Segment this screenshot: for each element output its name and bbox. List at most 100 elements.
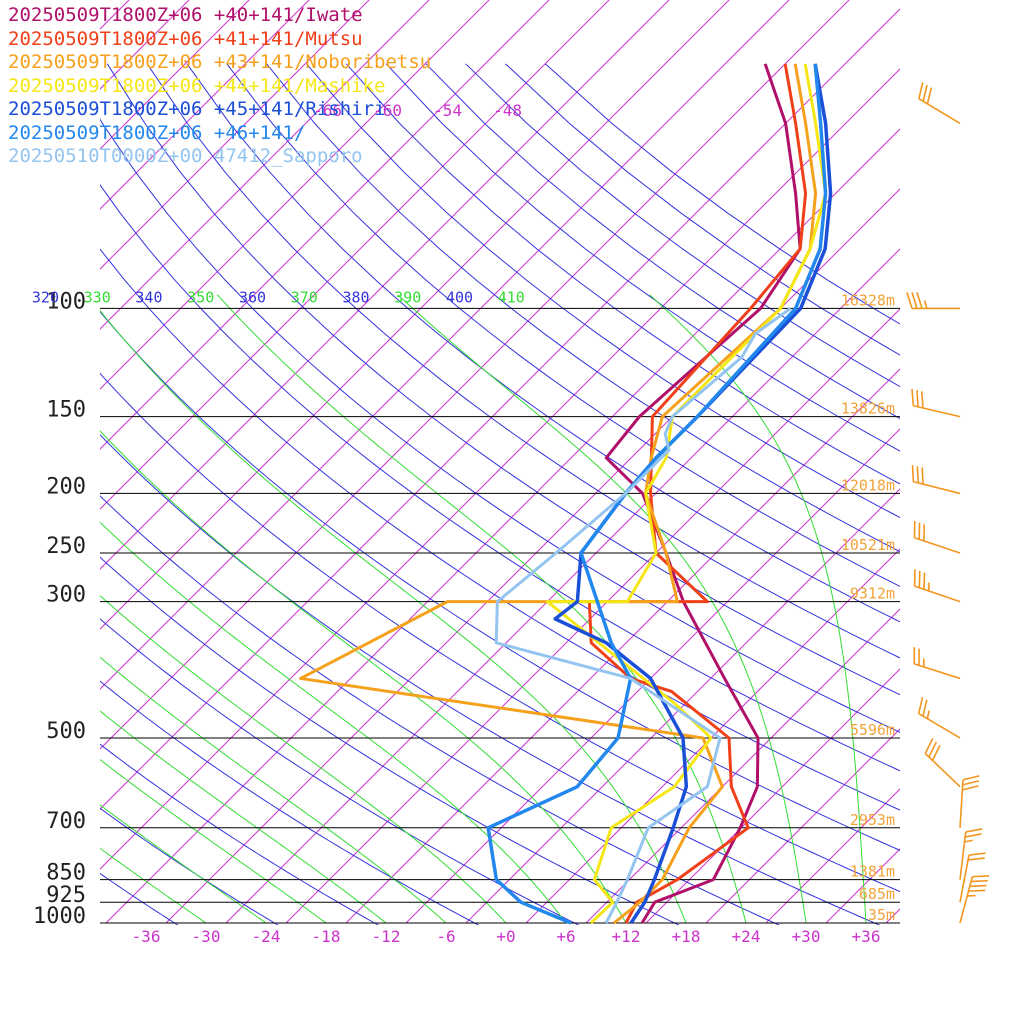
wind-barb-flag (972, 875, 990, 878)
isobar-lines (100, 307, 900, 924)
dry-adiabat-line (100, 248, 900, 811)
dry-adiabat-line (226, 63, 900, 587)
wind-barb-staff (914, 663, 961, 680)
dry-adiabat-line (100, 434, 881, 925)
wind-barb (918, 82, 961, 125)
theta-label: 350 (187, 288, 214, 306)
isotherm-line (705, 728, 900, 924)
wind-barb-staff (914, 585, 961, 603)
dry-adiabat-line (100, 743, 380, 925)
isotherm-line (285, 308, 900, 924)
pressure-tick-label: 500 (46, 719, 86, 744)
wind-barb-staff (918, 712, 961, 739)
wind-barbs (906, 82, 990, 924)
wind-barb-half-flag (964, 839, 973, 843)
isotherm-line (100, 0, 790, 690)
wind-barb-flag (920, 391, 924, 409)
wind-barb-flag (917, 697, 924, 714)
isotherm-line (100, 0, 370, 270)
height-label: 9312m (850, 585, 895, 603)
wind-barb-flag (921, 467, 924, 485)
theta-label: 400 (446, 288, 473, 306)
pressure-tick-label: 100 (46, 289, 86, 314)
wind-barb-flag (968, 852, 986, 856)
temperature-tick-label: -36 (132, 927, 161, 946)
temperature-tick-label: +18 (672, 927, 701, 946)
wind-barb-flag (911, 292, 918, 309)
dry-adiabat-line (306, 63, 900, 519)
profile-line-5 (553, 63, 833, 924)
isotherm-line (405, 428, 900, 924)
wind-barb-flag (964, 833, 982, 838)
wind-barb (913, 521, 961, 554)
isotherm-line (100, 0, 850, 750)
dry-adiabat-line (385, 63, 900, 452)
temperature-tick-label: -24 (252, 927, 281, 946)
wind-barb-flag (922, 699, 928, 717)
dry-adiabat-line (100, 872, 179, 925)
legend-entry-sapporo: 20250510T0000Z+00 47412_Sapporo (8, 145, 363, 167)
temperature-tick-label: +0 (496, 927, 515, 946)
wind-barb-staff (959, 779, 964, 828)
height-label: 35m (868, 906, 895, 924)
isotherm-line (100, 0, 250, 150)
wind-barb-half-flag (926, 710, 930, 719)
temperature-tick-label: +12 (612, 927, 641, 946)
legend-entry-iwate: 20250509T1800Z+06 +40+141/Iwate (8, 4, 363, 26)
wind-barb (913, 647, 961, 680)
wind-barb-staff (918, 98, 961, 125)
wind-barb (959, 852, 986, 903)
wind-barb-flag (965, 828, 983, 833)
wind-barb-flag (918, 82, 924, 99)
isotherm-line (100, 0, 430, 330)
profile-line-3 (299, 63, 818, 925)
dry-adiabat-line (106, 63, 900, 696)
height-label: 16328m (841, 291, 895, 309)
wind-barb-flag (911, 464, 915, 482)
height-label: 1381m (850, 863, 895, 881)
dry-adiabat-line (100, 495, 781, 925)
moist-adiabat-line (100, 804, 267, 924)
wind-barb (913, 569, 961, 603)
pressure-tick-label: 300 (46, 583, 86, 608)
wind-barb-flag (916, 390, 919, 407)
upper-isotherm-label: -48 (493, 101, 522, 120)
dry-adiabat-line (100, 118, 900, 733)
wind-barb-flag (906, 292, 913, 309)
dry-adiabat-line (100, 680, 480, 925)
isotherm-line (100, 0, 730, 630)
wind-barb-flag (971, 879, 988, 883)
pressure-tick-label: 1000 (33, 904, 86, 929)
isotherm-line (100, 0, 310, 210)
isotherm-line (100, 8, 900, 810)
height-label: 10521m (841, 536, 895, 554)
wind-barb (911, 388, 961, 418)
wind-barb-staff (914, 537, 961, 554)
wind-barb-staff (913, 404, 961, 418)
dry-adiabat-line (186, 63, 900, 623)
wind-barb (959, 828, 983, 880)
isotherm-line (885, 908, 900, 924)
temperature-tick-label: +30 (792, 927, 821, 946)
theta-label: 340 (135, 288, 162, 306)
wind-barb (906, 292, 960, 310)
height-label: 5596m (850, 721, 895, 739)
isotherm-line (465, 488, 900, 924)
upper-isotherm-label: -66 (313, 101, 342, 120)
moist-adiabat-line (649, 294, 867, 924)
theta-label: 390 (394, 288, 421, 306)
temperature-tick-label: +24 (732, 927, 761, 946)
legend-entry-mashike: 20250509T1800Z+06 +44+141/Mashike (8, 74, 386, 97)
dry-adiabat-line (100, 807, 279, 925)
sounding-profiles (299, 63, 833, 925)
theta-label: 330 (84, 288, 111, 306)
isotherm-line (585, 608, 900, 924)
temperature-tick-label: -12 (372, 927, 401, 946)
height-label: 12018m (841, 476, 895, 494)
temperature-tick-label: -30 (192, 927, 221, 946)
isotherm-line (1006, 0, 1024, 923)
wind-barb-flag (962, 785, 979, 791)
legend: 20250509T1800Z+06 +40+141/Iwate 20250509… (8, 4, 431, 169)
